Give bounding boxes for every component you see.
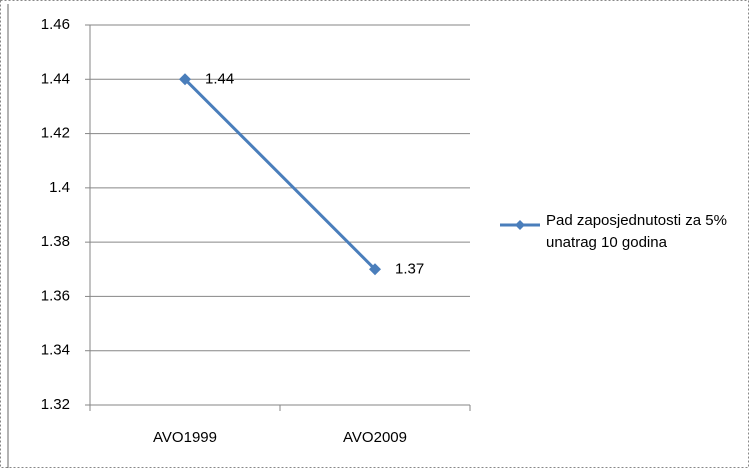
y-tick-label: 1.42: [41, 125, 70, 142]
y-tick-label: 1.34: [41, 342, 70, 359]
point-marker: [179, 73, 191, 86]
y-tick-label: 1.36: [41, 287, 70, 304]
y-tick-label: 1.38: [41, 233, 70, 250]
data-label: 1.44: [205, 70, 234, 87]
data-label: 1.37: [395, 260, 424, 277]
y-tick-label: 1.32: [41, 396, 70, 413]
x-tick-label: AVO1999: [153, 429, 217, 446]
point-marker: [369, 263, 381, 276]
x-tick-label: AVO2009: [343, 429, 407, 446]
y-tick-label: 1.46: [41, 16, 70, 33]
y-tick-label: 1.44: [41, 70, 70, 87]
series-line: [183, 78, 377, 271]
legend-marker: [515, 220, 525, 230]
y-tick-label: 1.4: [49, 179, 70, 196]
legend-label: Pad zaposjednutosti za 5% unatrag 10 god…: [546, 212, 727, 251]
